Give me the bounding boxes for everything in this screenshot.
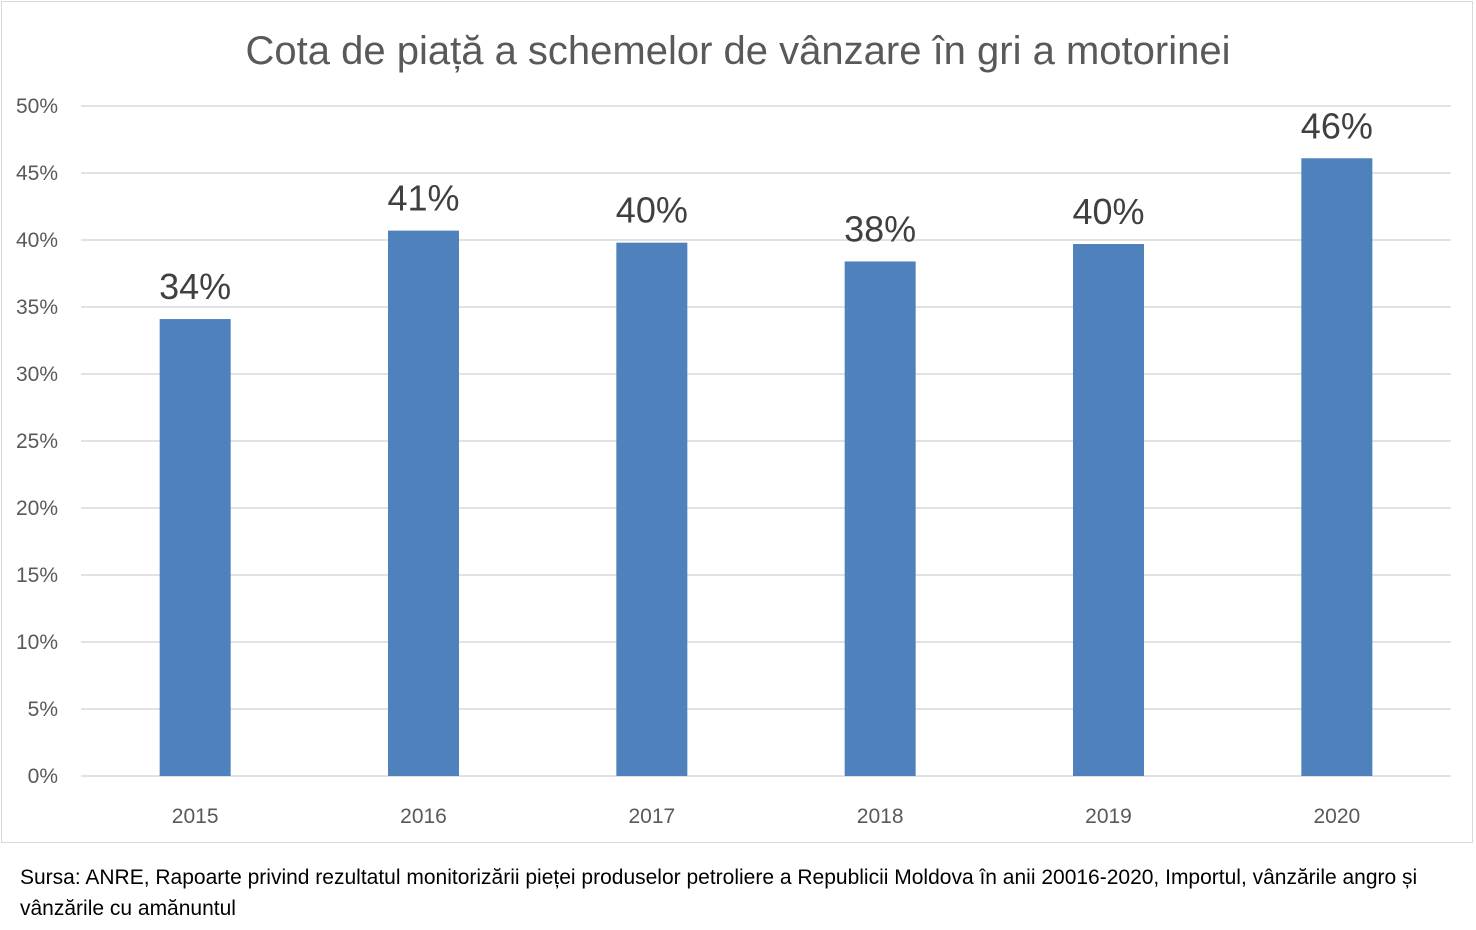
data-labels: 34% 41% 40% 38% 40% 46%	[159, 105, 1373, 307]
x-tick-label-2019: 2019	[1085, 805, 1132, 828]
x-tick-label-2020: 2020	[1313, 805, 1360, 828]
x-tick-label-2015: 2015	[172, 805, 219, 828]
y-tick-label: 0%	[28, 765, 58, 788]
y-tick-label: 45%	[16, 162, 58, 185]
x-tick-label-2016: 2016	[400, 805, 447, 828]
bar-2019	[1073, 244, 1144, 776]
y-tick-label: 30%	[16, 363, 58, 386]
y-tick-label: 50%	[16, 95, 58, 118]
y-tick-label: 15%	[16, 564, 58, 587]
chart-title: Cota de piață a schemelor de vânzare în …	[246, 29, 1231, 73]
y-tick-label: 10%	[16, 631, 58, 654]
data-label-2020: 46%	[1301, 105, 1373, 146]
data-label-2019: 40%	[1072, 191, 1144, 232]
bar-chart: Cota de piață a schemelor de vânzare în …	[16, 29, 1451, 828]
bar-2016	[388, 230, 459, 776]
source-note: Sursa: ANRE, Rapoarte privind rezultatul…	[20, 866, 1418, 920]
data-label-2015: 34%	[159, 266, 231, 307]
y-tick-label: 25%	[16, 430, 58, 453]
y-tick-label: 5%	[28, 698, 58, 721]
y-tick-label: 35%	[16, 296, 58, 319]
data-label-2018: 38%	[844, 208, 916, 249]
x-axis-tick-labels: 2015 2016 2017 2018 2019 2020	[172, 805, 1360, 828]
y-tick-label: 40%	[16, 229, 58, 252]
data-label-2016: 41%	[387, 178, 459, 219]
gridlines	[81, 105, 1451, 777]
x-tick-label-2018: 2018	[857, 805, 904, 828]
bar-2020	[1301, 158, 1373, 776]
y-tick-label: 20%	[16, 497, 58, 520]
bar-2017	[616, 242, 688, 776]
bar-2018	[844, 261, 916, 776]
bars	[159, 158, 1373, 776]
data-label-2017: 40%	[616, 190, 688, 231]
y-axis-tick-labels: 0% 5% 10% 15% 20% 25% 30% 35% 40% 45% 50%	[16, 95, 58, 788]
chart-frame	[1, 1, 1473, 843]
bar-2015	[159, 319, 231, 776]
x-tick-label-2017: 2017	[628, 805, 675, 828]
